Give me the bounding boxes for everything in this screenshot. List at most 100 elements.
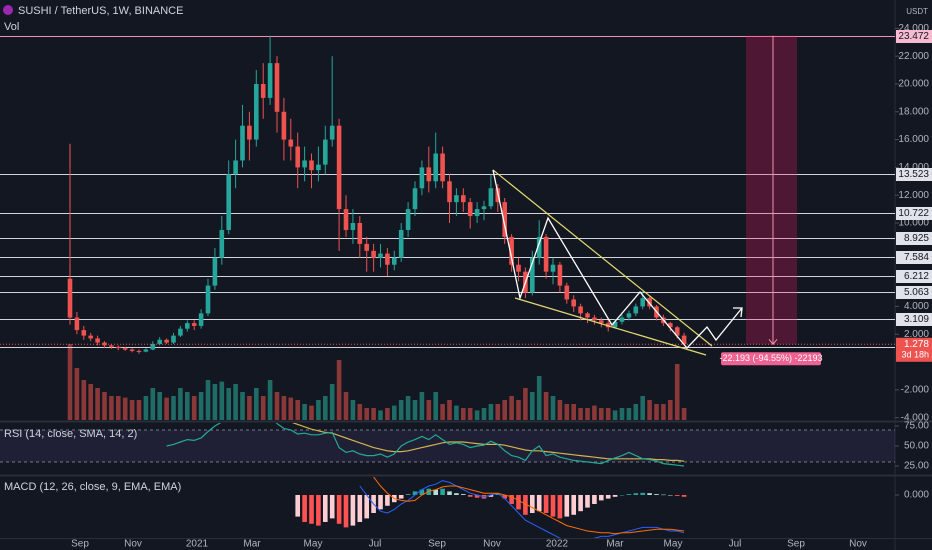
- candle-body: [281, 111, 287, 140]
- candle-body: [592, 317, 597, 321]
- level-box: [896, 313, 932, 326]
- volume-bar: [240, 392, 245, 420]
- macd-histogram-bar: [461, 494, 466, 495]
- candle-body: [474, 209, 480, 217]
- volume-bar: [171, 396, 176, 420]
- rsi-band: [0, 430, 895, 462]
- macd-histogram-bar: [433, 489, 438, 495]
- last-price-label: 1.278: [904, 339, 929, 350]
- candle-body: [247, 125, 252, 140]
- candle-body: [612, 321, 618, 328]
- macd-histogram-bar: [323, 494, 328, 522]
- volume-bar: [447, 400, 452, 420]
- candle-body: [185, 323, 190, 329]
- volume-bar: [254, 388, 259, 420]
- candle-body: [95, 338, 100, 343]
- macd-histogram-bar: [661, 494, 666, 496]
- y-tick-label: 25.00: [904, 461, 929, 472]
- macd-histogram-bar: [454, 493, 459, 495]
- macd-histogram-bar: [509, 494, 514, 504]
- volume-bar: [219, 381, 225, 420]
- volume-bar: [343, 392, 349, 420]
- last-price-box: [896, 337, 932, 362]
- macd-histogram-bar: [612, 494, 618, 497]
- volume-bar: [516, 400, 521, 420]
- level-box: [896, 251, 932, 264]
- candle-body: [619, 317, 625, 322]
- macd-histogram-bar: [447, 491, 452, 495]
- macd-histogram-bar: [599, 494, 604, 501]
- volume-bar: [433, 392, 438, 420]
- volume-layer: [67, 344, 687, 420]
- macd-histogram-bar: [385, 494, 390, 506]
- candle-body: [454, 195, 459, 203]
- macd-histogram-bar: [378, 494, 383, 510]
- volume-bar: [233, 384, 238, 420]
- y-tick-label: 75.00: [904, 421, 929, 432]
- volume-bar: [74, 368, 80, 420]
- candle-body: [419, 167, 425, 189]
- volume-bar: [674, 364, 680, 420]
- candle-body: [392, 257, 397, 265]
- volume-bar: [274, 392, 280, 420]
- macd-histogram-bar: [398, 494, 404, 499]
- candle-body: [488, 188, 494, 207]
- volume-bar: [385, 408, 390, 420]
- macd-title: MACD (12, 26, close, 9, EMA, EMA): [4, 481, 181, 493]
- volume-bar: [681, 408, 687, 420]
- macd-histogram-bar: [412, 491, 418, 495]
- x-tick-label: Nov: [849, 539, 867, 550]
- candle-body: [426, 167, 432, 182]
- candle-body: [67, 278, 73, 318]
- volume-bar: [440, 404, 445, 420]
- macd-histogram-bar: [578, 494, 583, 512]
- wedge-lower: [514, 297, 707, 356]
- volume-bar: [88, 384, 93, 420]
- level-label: 6.212: [904, 271, 929, 282]
- macd-histogram-bar: [543, 494, 549, 513]
- volume-bar: [371, 408, 376, 420]
- candle-body: [136, 350, 142, 352]
- volume-bar: [481, 408, 487, 420]
- countdown: 3d 18h: [901, 350, 929, 360]
- volume-bar: [626, 408, 632, 420]
- volume-bar: [309, 405, 314, 420]
- y-tick-label: -4.000: [901, 412, 930, 423]
- candle-body: [481, 206, 487, 210]
- volume-bar: [461, 408, 466, 420]
- candle-body: [668, 323, 673, 328]
- volume-bar: [612, 410, 618, 420]
- macd-histogram-bar: [674, 494, 680, 496]
- x-tick-label: Jul: [729, 539, 742, 550]
- candle-body: [122, 348, 128, 350]
- candle-body: [267, 63, 273, 98]
- macd-histogram-bar: [557, 494, 563, 519]
- volume-bar: [495, 404, 501, 420]
- y-tick-label: 10.000: [898, 218, 929, 229]
- volume-bar: [378, 410, 383, 420]
- volume-bar: [67, 344, 73, 420]
- candle-body: [191, 323, 197, 326]
- candle-body: [295, 146, 300, 168]
- volume-bar: [81, 380, 87, 420]
- volume-bar: [523, 388, 528, 420]
- macd-histogram-bar: [681, 494, 687, 497]
- level-box: [896, 270, 932, 283]
- candle-body: [536, 236, 542, 258]
- macd-histogram-bar: [668, 494, 673, 496]
- level-label: 8.925: [904, 233, 929, 244]
- macd-histogram-bar: [357, 494, 363, 522]
- candle-body: [371, 250, 376, 258]
- volume-bar: [116, 396, 121, 420]
- candle-body: [543, 236, 549, 272]
- candle-body: [254, 83, 259, 140]
- macd-histogram-bar: [488, 494, 494, 497]
- candle-body: [288, 139, 294, 147]
- drawings: [492, 169, 743, 356]
- level-label: 23.472: [898, 31, 929, 42]
- candle-body: [109, 345, 114, 347]
- volume-bar: [536, 376, 542, 420]
- macd-histogram-bar: [309, 494, 314, 524]
- candle-body: [150, 343, 156, 350]
- candle-body: [578, 306, 583, 314]
